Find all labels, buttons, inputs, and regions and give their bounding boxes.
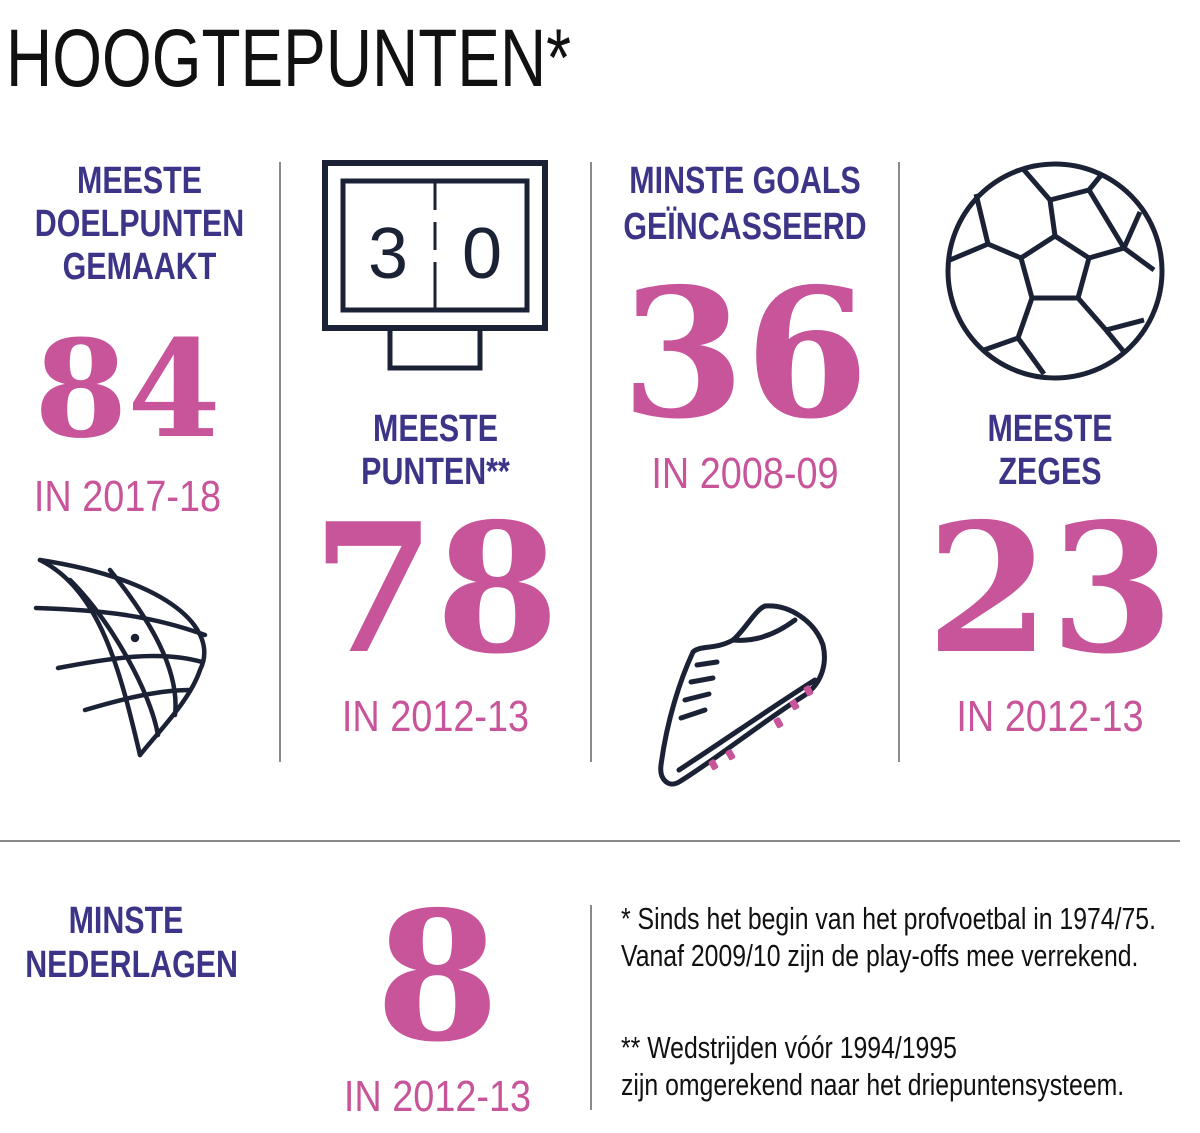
football-boot-icon (658, 603, 827, 787)
footnote-line: ** Wedstrijden vóór 1994/1995 (621, 1030, 957, 1065)
stat-season: IN 2012-13 (956, 692, 1144, 741)
page-title: HOOGTEPUNTEN* (6, 13, 572, 104)
stat-label-line: DOELPUNTEN (34, 203, 245, 245)
stat-label-line: MEESTE (987, 408, 1113, 450)
stat-label-line: MINSTE (68, 900, 184, 942)
scoreboard-left-digit: 3 (368, 214, 408, 294)
stat-goals-conceded: MINSTE GOALS GEÏNCASSEERD 36 IN 2008-09 (592, 0, 898, 800)
footnotes: * Sinds het begin van het profvoetbal in… (621, 900, 1196, 1120)
stat-label-line: ZEGES (998, 451, 1102, 493)
stat-points: MEESTE PUNTEN** 78 IN 2012-13 (281, 0, 590, 800)
stat-season: IN 2017-18 (33, 472, 222, 521)
stat-label-line: MINSTE GOALS (629, 160, 861, 202)
footnote-line: Vanaf 2009/10 zijn de play-offs mee verr… (621, 938, 1139, 973)
soccer-ball-icon (945, 161, 1165, 381)
footnote-line: zijn omgerekend naar het driepuntensyste… (621, 1067, 1125, 1102)
stat-label-line: PUNTEN** (361, 451, 510, 493)
stat-goals-scored: MEESTE DOELPUNTEN GEMAAKT 84 IN 2017-18 (0, 0, 279, 800)
stat-losses: MINSTE NEDERLAGEN 8 IN 2012-13 (0, 850, 590, 1133)
column-divider-3 (898, 162, 900, 762)
footnote-line: * Sinds het begin van het profvoetbal in… (621, 901, 1156, 936)
stat-label-line: GEMAAKT (62, 246, 217, 288)
goal-net-icon (33, 557, 208, 758)
stat-season: IN 2012-13 (341, 692, 530, 741)
stat-value: 36 (621, 249, 869, 458)
column-divider-2 (590, 162, 592, 762)
stat-value: 78 (311, 484, 560, 693)
column-divider-1 (279, 162, 281, 762)
section-divider (0, 840, 1180, 842)
scoreboard-right-digit: 0 (462, 214, 502, 294)
stat-season: IN 2008-09 (651, 449, 839, 498)
stat-value: 23 (926, 484, 1174, 693)
stat-season: IN 2012-13 (343, 1072, 532, 1121)
stat-label-line: MEESTE (77, 160, 202, 202)
stat-value: 84 (34, 310, 221, 468)
stat-value: 8 (375, 872, 500, 1081)
stat-wins: MEESTE ZEGES 23 IN 2012-13 (900, 0, 1200, 800)
stat-label-line: NEDERLAGEN (25, 944, 239, 986)
footnote-divider (590, 905, 592, 1110)
stat-label-line: GEÏNCASSEERD (623, 206, 867, 248)
stat-label-line: MEESTE (373, 408, 498, 450)
scoreboard-icon: 3 0 (322, 160, 548, 371)
